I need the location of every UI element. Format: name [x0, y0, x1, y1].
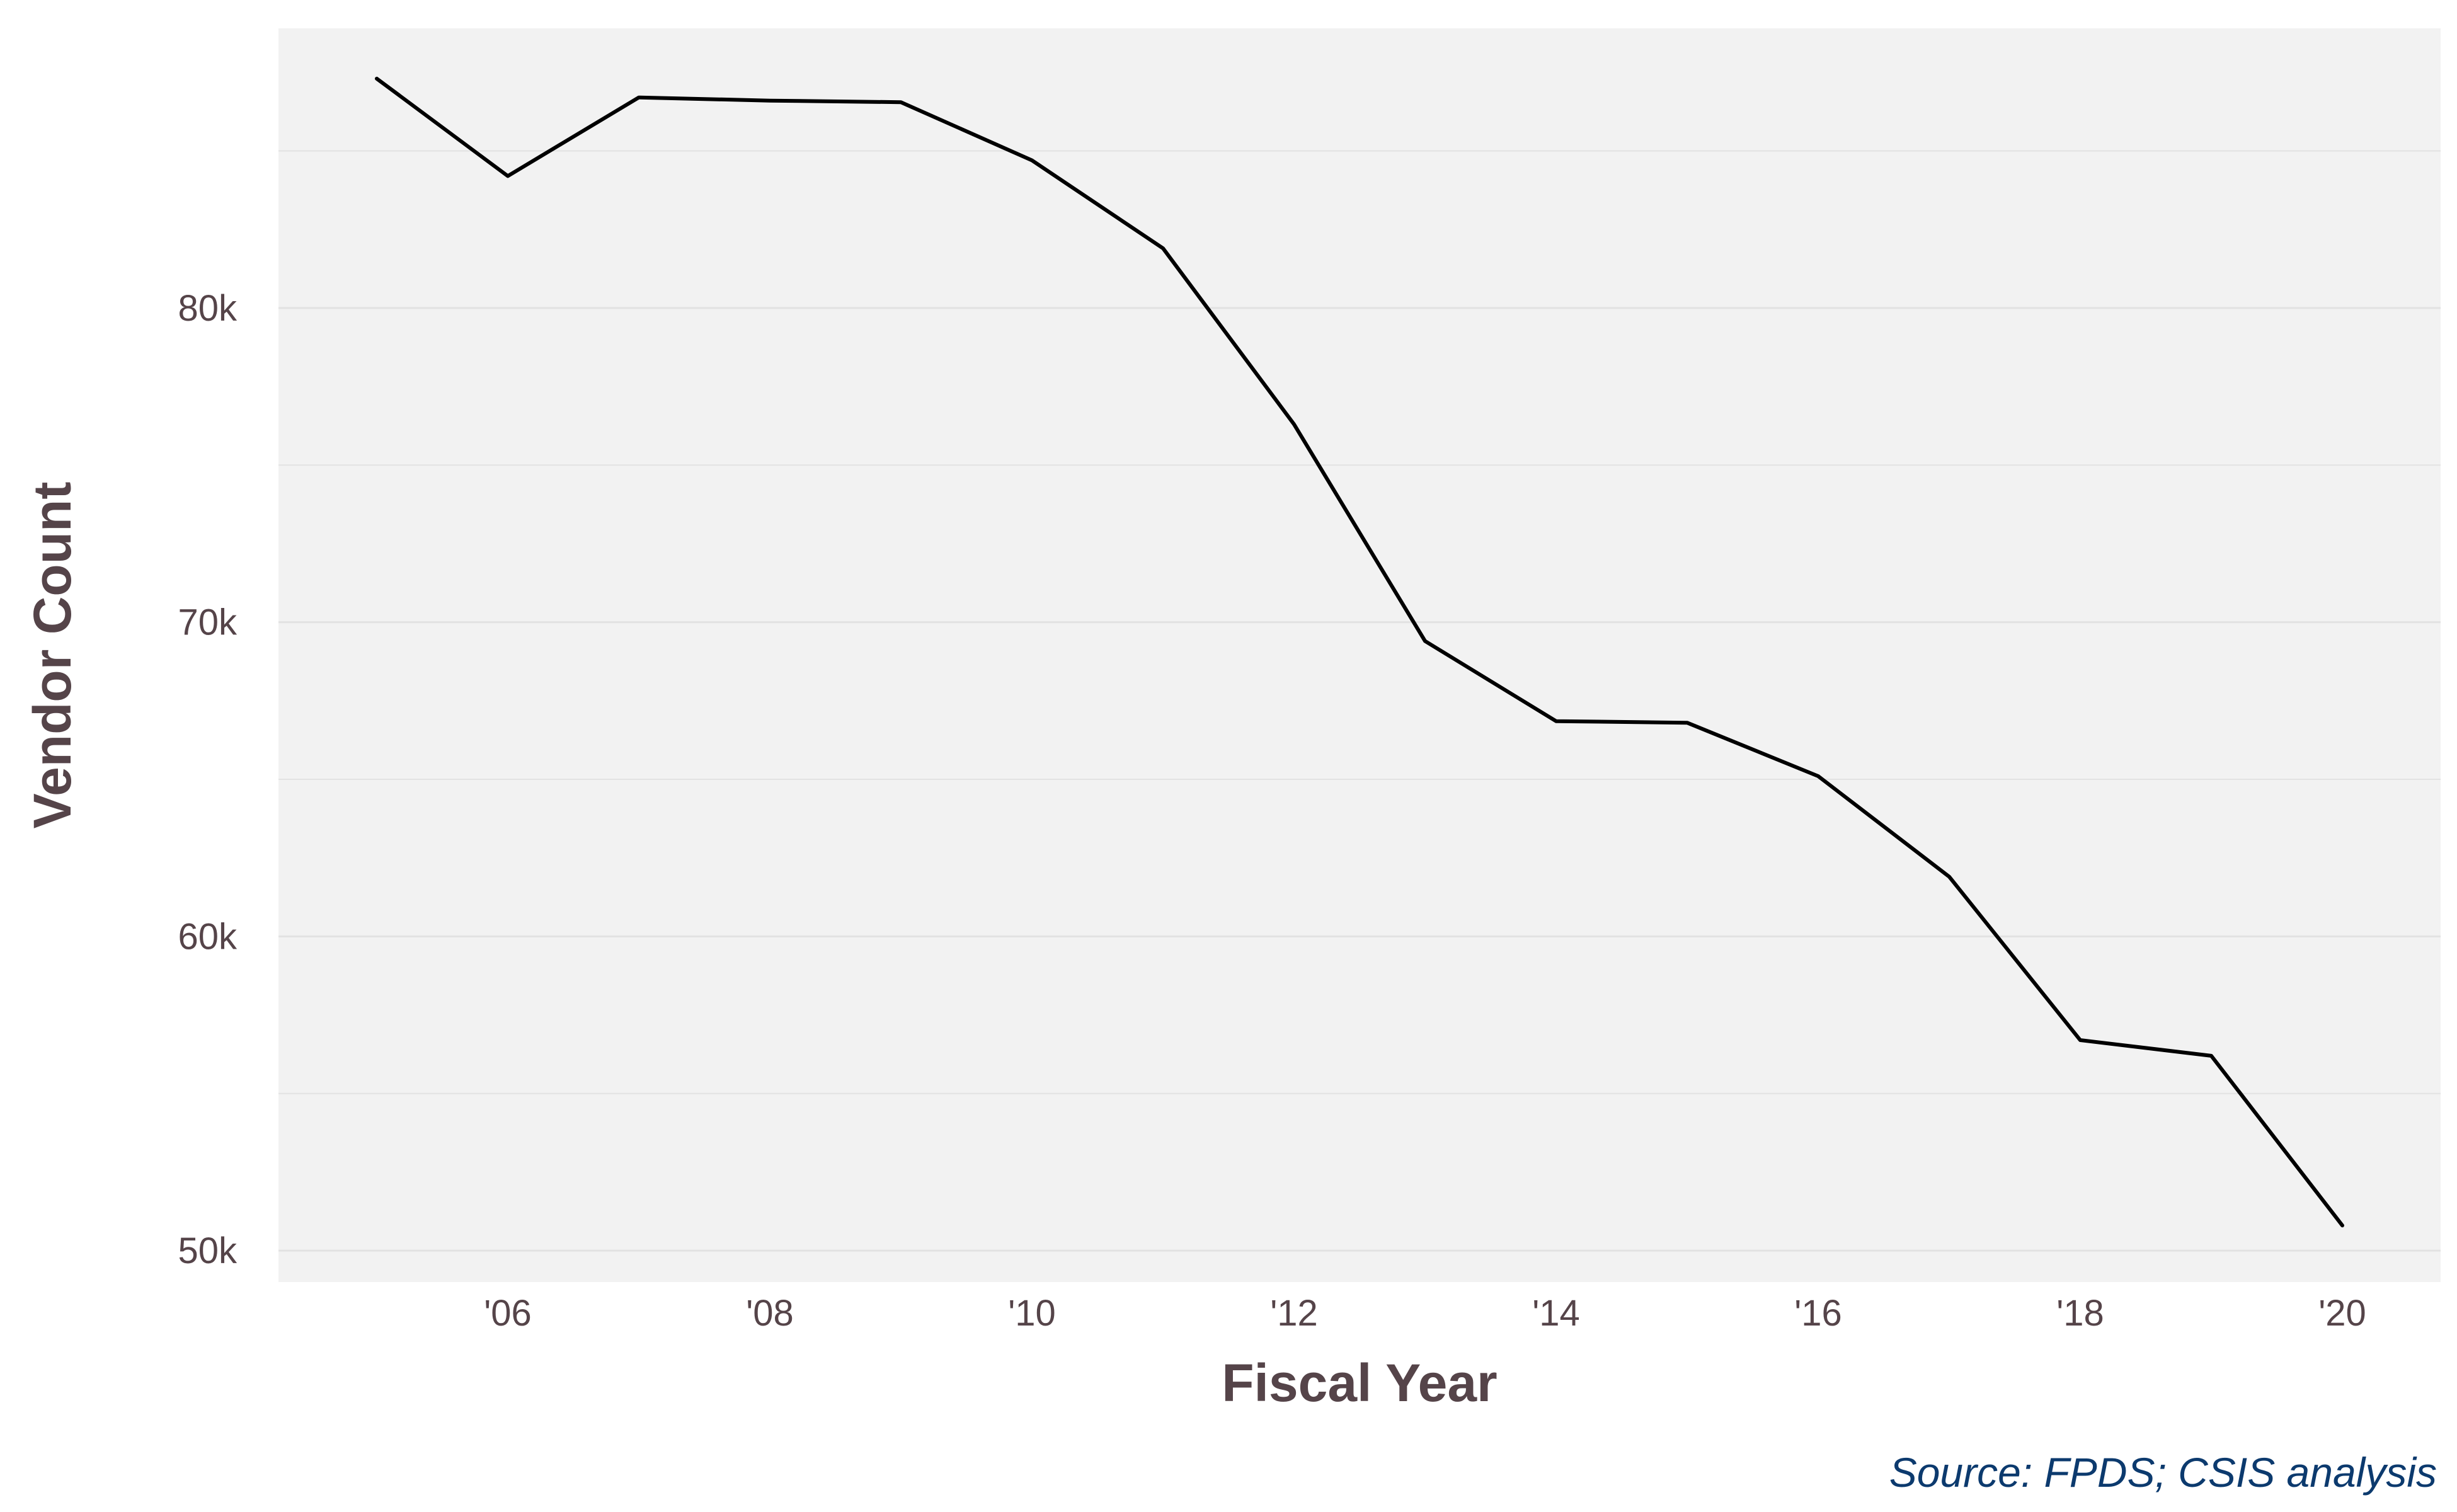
- y-tick-label: 70k: [178, 602, 238, 643]
- x-axis-ticks: '06 '08 '10 '12 '14 '16 '18 '20: [484, 1293, 2366, 1334]
- x-tick-label: '06: [484, 1293, 532, 1334]
- series-line: [375, 76, 2344, 1228]
- y-tick-label: 50k: [178, 1230, 238, 1271]
- x-tick-label: '20: [2318, 1293, 2366, 1334]
- x-tick-label: '08: [746, 1293, 794, 1334]
- gridlines: [278, 150, 2441, 1252]
- source-caption: Source: FPDS; CSIS analysis: [1889, 1449, 2437, 1496]
- x-tick-label: '18: [2056, 1293, 2104, 1334]
- y-tick-label: 80k: [178, 288, 238, 329]
- plot-panel: [278, 28, 2441, 1282]
- x-tick-label: '14: [1532, 1293, 1580, 1334]
- y-axis-title: Vendor Count: [23, 482, 82, 829]
- x-tick-label: '16: [1794, 1293, 1842, 1334]
- y-axis-ticks: 50k 60k 70k 80k: [178, 288, 238, 1271]
- data-series: [375, 76, 2344, 1228]
- x-tick-label: '12: [1270, 1293, 1318, 1334]
- x-tick-label: '10: [1008, 1293, 1056, 1334]
- x-axis-title: Fiscal Year: [1222, 1353, 1497, 1412]
- y-tick-label: 60k: [178, 916, 238, 957]
